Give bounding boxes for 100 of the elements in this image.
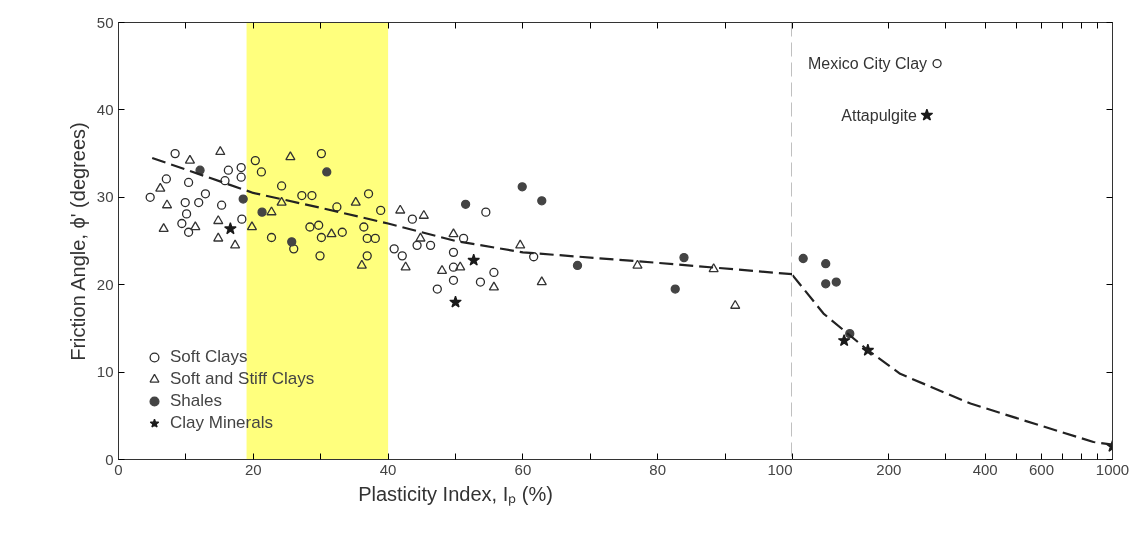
point (200, 189, 211, 199)
point (184, 154, 196, 164)
point (257, 207, 267, 217)
point (289, 244, 299, 254)
point (316, 148, 327, 159)
x-tick-label: 80 (649, 460, 667, 478)
point (448, 228, 459, 238)
point (389, 244, 399, 254)
point (161, 199, 173, 209)
point (425, 240, 436, 251)
point (489, 267, 499, 278)
point (326, 228, 337, 238)
point (314, 220, 324, 230)
point (395, 204, 406, 214)
point (448, 247, 459, 257)
point (418, 209, 429, 219)
point (177, 218, 187, 229)
point (238, 194, 248, 204)
point (460, 199, 471, 209)
point (436, 264, 448, 274)
point (537, 196, 547, 206)
x-tick-label: 20 (244, 460, 262, 478)
x-tick-label: 60 (514, 460, 532, 478)
point (488, 281, 500, 291)
y-axis-title: Friction Angle, ϕ' (degrees) (66, 122, 89, 361)
point (276, 196, 287, 206)
point (224, 222, 237, 235)
point (297, 190, 307, 201)
point (315, 251, 325, 261)
point (572, 260, 583, 271)
point (415, 232, 426, 242)
x-axis-title: Plasticity Index, Iₚ (%) (358, 482, 553, 506)
point (285, 151, 296, 161)
point (215, 146, 226, 156)
point (223, 165, 234, 175)
point (332, 202, 342, 212)
point (161, 174, 171, 184)
point (194, 197, 204, 208)
point (145, 192, 155, 202)
point (517, 182, 527, 192)
point (515, 239, 526, 249)
point (376, 205, 386, 216)
x-tick-label: 200 (876, 460, 902, 478)
y-tick-label: 30 (96, 188, 114, 206)
point (155, 182, 166, 192)
point (407, 214, 418, 224)
point (412, 240, 422, 251)
point (400, 261, 411, 271)
point (276, 181, 287, 191)
point (356, 259, 367, 269)
point (322, 167, 332, 177)
point (632, 259, 643, 269)
point (730, 299, 741, 309)
point (448, 275, 459, 285)
annotation: Attapulgite (841, 106, 917, 124)
point (305, 222, 315, 232)
point (220, 176, 230, 186)
point (307, 190, 317, 201)
point (246, 221, 258, 231)
point (236, 162, 246, 173)
x-tick-label: 1000 (1095, 460, 1130, 478)
point (158, 222, 169, 233)
point (213, 215, 224, 225)
point (475, 277, 486, 287)
point (236, 172, 246, 182)
point (370, 233, 380, 244)
point (316, 232, 327, 243)
y-tick-label: 50 (96, 13, 114, 31)
point (679, 252, 689, 263)
point (266, 232, 277, 243)
point (216, 200, 227, 210)
x-tick-label: 40 (379, 460, 397, 478)
x-tick-label: 600 (1028, 460, 1055, 478)
point (287, 237, 297, 247)
y-tick-label: 20 (96, 275, 114, 293)
point (237, 214, 247, 224)
point (213, 232, 224, 242)
point (363, 189, 374, 199)
point (229, 239, 241, 249)
x-tick-label: 400 (972, 460, 998, 478)
point (467, 253, 481, 266)
point (181, 209, 192, 219)
point (359, 222, 369, 232)
point (670, 284, 680, 294)
point (362, 233, 372, 244)
point (180, 197, 190, 208)
y-tick-label: 40 (96, 100, 114, 118)
point (481, 207, 491, 217)
point (448, 262, 459, 272)
point (708, 263, 719, 273)
point (183, 227, 194, 237)
annotation: Mexico City Clay (807, 55, 928, 73)
point (337, 227, 347, 237)
point (256, 167, 267, 177)
point (362, 251, 372, 261)
y-tick-label: 10 (96, 363, 114, 381)
legend-label: Soft Clays (170, 346, 248, 368)
x-tick-label: 100 (767, 460, 793, 478)
point (350, 196, 361, 206)
point (250, 155, 260, 166)
